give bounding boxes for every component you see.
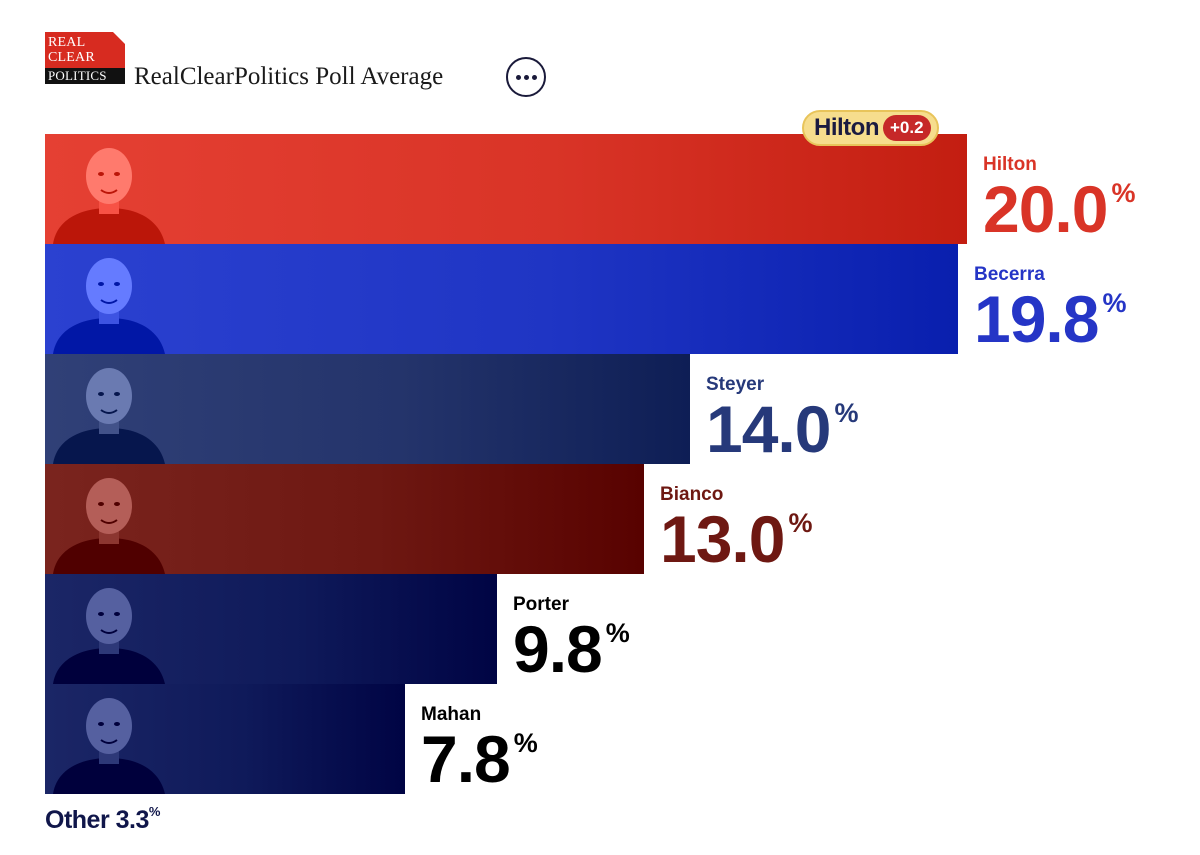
bar-label-hilton: Hilton 20.0% [983, 154, 1135, 242]
candidate-photo-becerra [45, 244, 175, 354]
data-label: 19.8 [974, 282, 1099, 356]
bar-steyer [45, 354, 690, 464]
candidate-name: Mahan [421, 704, 482, 725]
data-label: 14.0 [706, 392, 831, 466]
leader-badge: Hilton +0.2 [802, 110, 939, 146]
percent-unit: % [1102, 288, 1127, 318]
chart-header: REAL CLEAR POLITICS RealClearPolitics Po… [45, 32, 645, 97]
leader-name: Hilton [814, 114, 879, 141]
chart-title: RealClearPolitics Poll Average [134, 63, 444, 90]
leader-margin: +0.2 [882, 115, 931, 141]
bar-becerra [45, 244, 958, 354]
logo-line-1: REAL [48, 35, 86, 50]
bar-label-mahan: Mahan 7.8% [421, 704, 538, 792]
logo-line-2: CLEAR [48, 50, 95, 65]
data-label: 7.8 [421, 722, 511, 796]
logo-line-3: POLITICS [48, 68, 107, 83]
candidate-name: Porter [513, 594, 569, 615]
bar-label-bianco: Bianco 13.0% [660, 484, 812, 572]
data-label: 13.0 [660, 502, 785, 576]
candidate-photo-mahan [45, 684, 175, 794]
candidate-name: Bianco [660, 484, 724, 505]
bar-bianco [45, 464, 644, 574]
candidate-name: Hilton [983, 154, 1037, 175]
percent-unit: % [513, 728, 538, 758]
rcp-logo: REAL CLEAR POLITICS [45, 32, 125, 84]
data-label: 20.0 [983, 172, 1108, 246]
bar-porter [45, 574, 497, 684]
bar-hilton [45, 134, 967, 244]
candidate-name: Becerra [974, 264, 1045, 285]
bar-label-porter: Porter 9.8% [513, 594, 630, 682]
candidate-name: Steyer [706, 374, 765, 395]
percent-unit: % [788, 508, 813, 538]
candidate-photo-porter [45, 574, 175, 684]
percent-unit: % [605, 618, 630, 648]
percent-unit: % [834, 398, 859, 428]
percent-unit: % [1111, 178, 1136, 208]
more-options-button[interactable] [506, 57, 546, 97]
more-horizontal-icon [515, 74, 537, 80]
candidate-photo-hilton [45, 134, 175, 244]
other-label: Other 3.3% [45, 804, 160, 834]
bar-mahan [45, 684, 405, 794]
bar-label-becerra: Becerra 19.8% [974, 264, 1126, 352]
candidate-photo-steyer [45, 354, 175, 464]
candidate-photo-bianco [45, 464, 175, 574]
data-label: 9.8 [513, 612, 603, 686]
bar-label-steyer: Steyer 14.0% [706, 374, 858, 462]
